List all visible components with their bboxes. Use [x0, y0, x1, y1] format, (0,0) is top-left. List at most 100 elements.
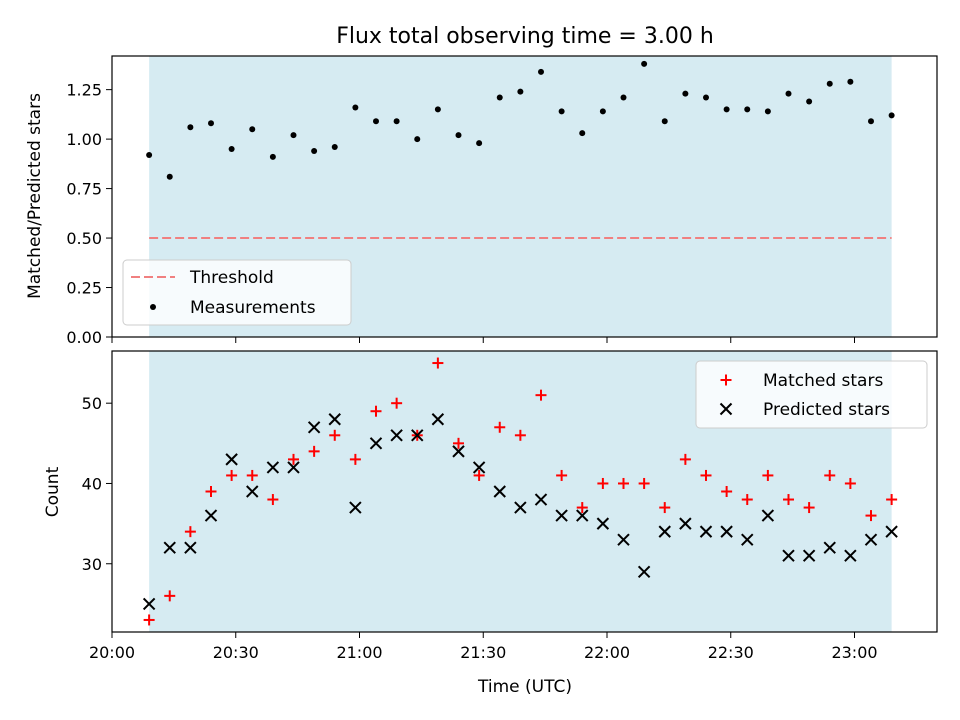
bottom-y-tick-label: 30 — [82, 555, 102, 574]
legend-threshold-label: Threshold — [189, 268, 274, 288]
bottom-y-axis-label: Count — [43, 466, 63, 517]
matched-point — [535, 389, 547, 401]
matched-point — [329, 429, 341, 441]
predicted-point — [617, 533, 630, 546]
matched-point — [514, 429, 526, 441]
predicted-point-b — [349, 501, 362, 514]
predicted-point-b — [452, 445, 465, 458]
predicted-point — [555, 509, 568, 522]
matched-point — [473, 469, 485, 481]
measurement-point — [538, 68, 544, 75]
measurement-point — [187, 124, 194, 131]
measurement-point — [373, 118, 379, 125]
predicted-point — [823, 541, 836, 554]
matched-point — [205, 486, 217, 497]
matched-point — [762, 469, 774, 481]
predicted-point-b — [699, 525, 713, 538]
predicted-point-b — [163, 541, 176, 554]
measurement-point — [331, 144, 338, 151]
predicted-point-b — [679, 517, 692, 530]
matched-point — [638, 477, 650, 489]
predicted-point — [204, 509, 218, 522]
predicted-point-b — [885, 525, 898, 538]
predicted-point-b — [328, 413, 341, 426]
chart-title: Flux total observing time = 3.00 h — [336, 24, 714, 49]
predicted-point — [266, 461, 280, 474]
legend-frame — [122, 259, 352, 326]
measurement-point — [723, 106, 730, 113]
predicted-point — [246, 485, 259, 498]
measurement-point — [579, 130, 586, 137]
measurement-point — [228, 146, 235, 153]
top-y-tick-label: 1.25 — [66, 81, 102, 100]
predicted-point-b — [287, 461, 300, 474]
measurement-point — [806, 98, 813, 105]
matched-point — [783, 494, 794, 506]
measurement-point — [496, 94, 503, 101]
predicted-point-b — [204, 509, 218, 522]
predicted-point — [761, 509, 775, 522]
predicted-point-b — [782, 549, 795, 562]
measurement-point — [682, 90, 689, 97]
predicted-point-b — [802, 549, 816, 562]
matched-point — [308, 445, 320, 457]
measurement-point — [764, 108, 771, 115]
legend-matched-label: Matched stars — [763, 371, 883, 391]
matched-point — [844, 477, 856, 489]
measurement-point — [599, 108, 606, 115]
matched-point — [720, 374, 732, 386]
predicted-point — [844, 549, 857, 562]
top-y-tick-label: 0.25 — [66, 279, 102, 298]
top-y-axis-label: Matched/Predicted stars — [25, 93, 45, 299]
predicted-point-b — [596, 517, 610, 530]
measurement-point — [311, 147, 318, 154]
predicted-point-b — [307, 421, 321, 434]
matched-point — [886, 494, 898, 506]
predicted-point — [431, 413, 445, 426]
top-y-tick-label: 0.50 — [66, 229, 102, 248]
bottom-axes-frame — [111, 350, 938, 633]
predicted-point-b — [246, 485, 259, 498]
predicted-point-b — [720, 525, 733, 538]
measurement-point — [868, 118, 874, 125]
predicted-point — [411, 429, 424, 442]
measurement-point — [290, 132, 297, 139]
matched-point — [164, 590, 176, 602]
predicted-point-b — [369, 437, 383, 450]
bottom-y-tick-label: 40 — [82, 474, 102, 493]
predicted-point-b — [617, 533, 630, 546]
matched-point — [288, 453, 299, 465]
matched-point — [803, 502, 815, 514]
predicted-point-b — [411, 429, 424, 442]
predicted-point — [720, 525, 733, 538]
measurement-point — [703, 94, 709, 101]
matched-point — [226, 469, 238, 481]
predicted-point — [514, 501, 527, 514]
predicted-point — [369, 437, 383, 450]
matched-point — [453, 437, 464, 449]
measurement-point — [352, 104, 359, 111]
top-legend: Threshold Measurements — [122, 259, 352, 326]
predicted-point-b — [844, 549, 857, 562]
legend-predicted-swatch-b — [719, 402, 733, 416]
predicted-point-b — [514, 501, 527, 514]
measurement-point — [393, 118, 400, 125]
predicted-point — [452, 445, 465, 458]
measurement-point — [249, 126, 256, 133]
measurement-point — [785, 90, 792, 97]
measurement-point — [620, 94, 627, 101]
predicted-point — [802, 549, 816, 562]
predicted-point-b — [266, 461, 280, 474]
measurement-point — [888, 112, 895, 119]
matched-point — [576, 502, 588, 514]
predicted-point-b — [637, 565, 651, 578]
predicted-point-b — [184, 541, 197, 554]
predicted-point-b — [472, 461, 486, 474]
x-tick-label: 22:00 — [584, 643, 630, 662]
predicted-point-b — [761, 509, 775, 522]
measurement-point — [847, 78, 854, 85]
matched-point — [246, 469, 258, 481]
matched-point — [597, 477, 609, 489]
predicted-point-b — [225, 453, 238, 466]
